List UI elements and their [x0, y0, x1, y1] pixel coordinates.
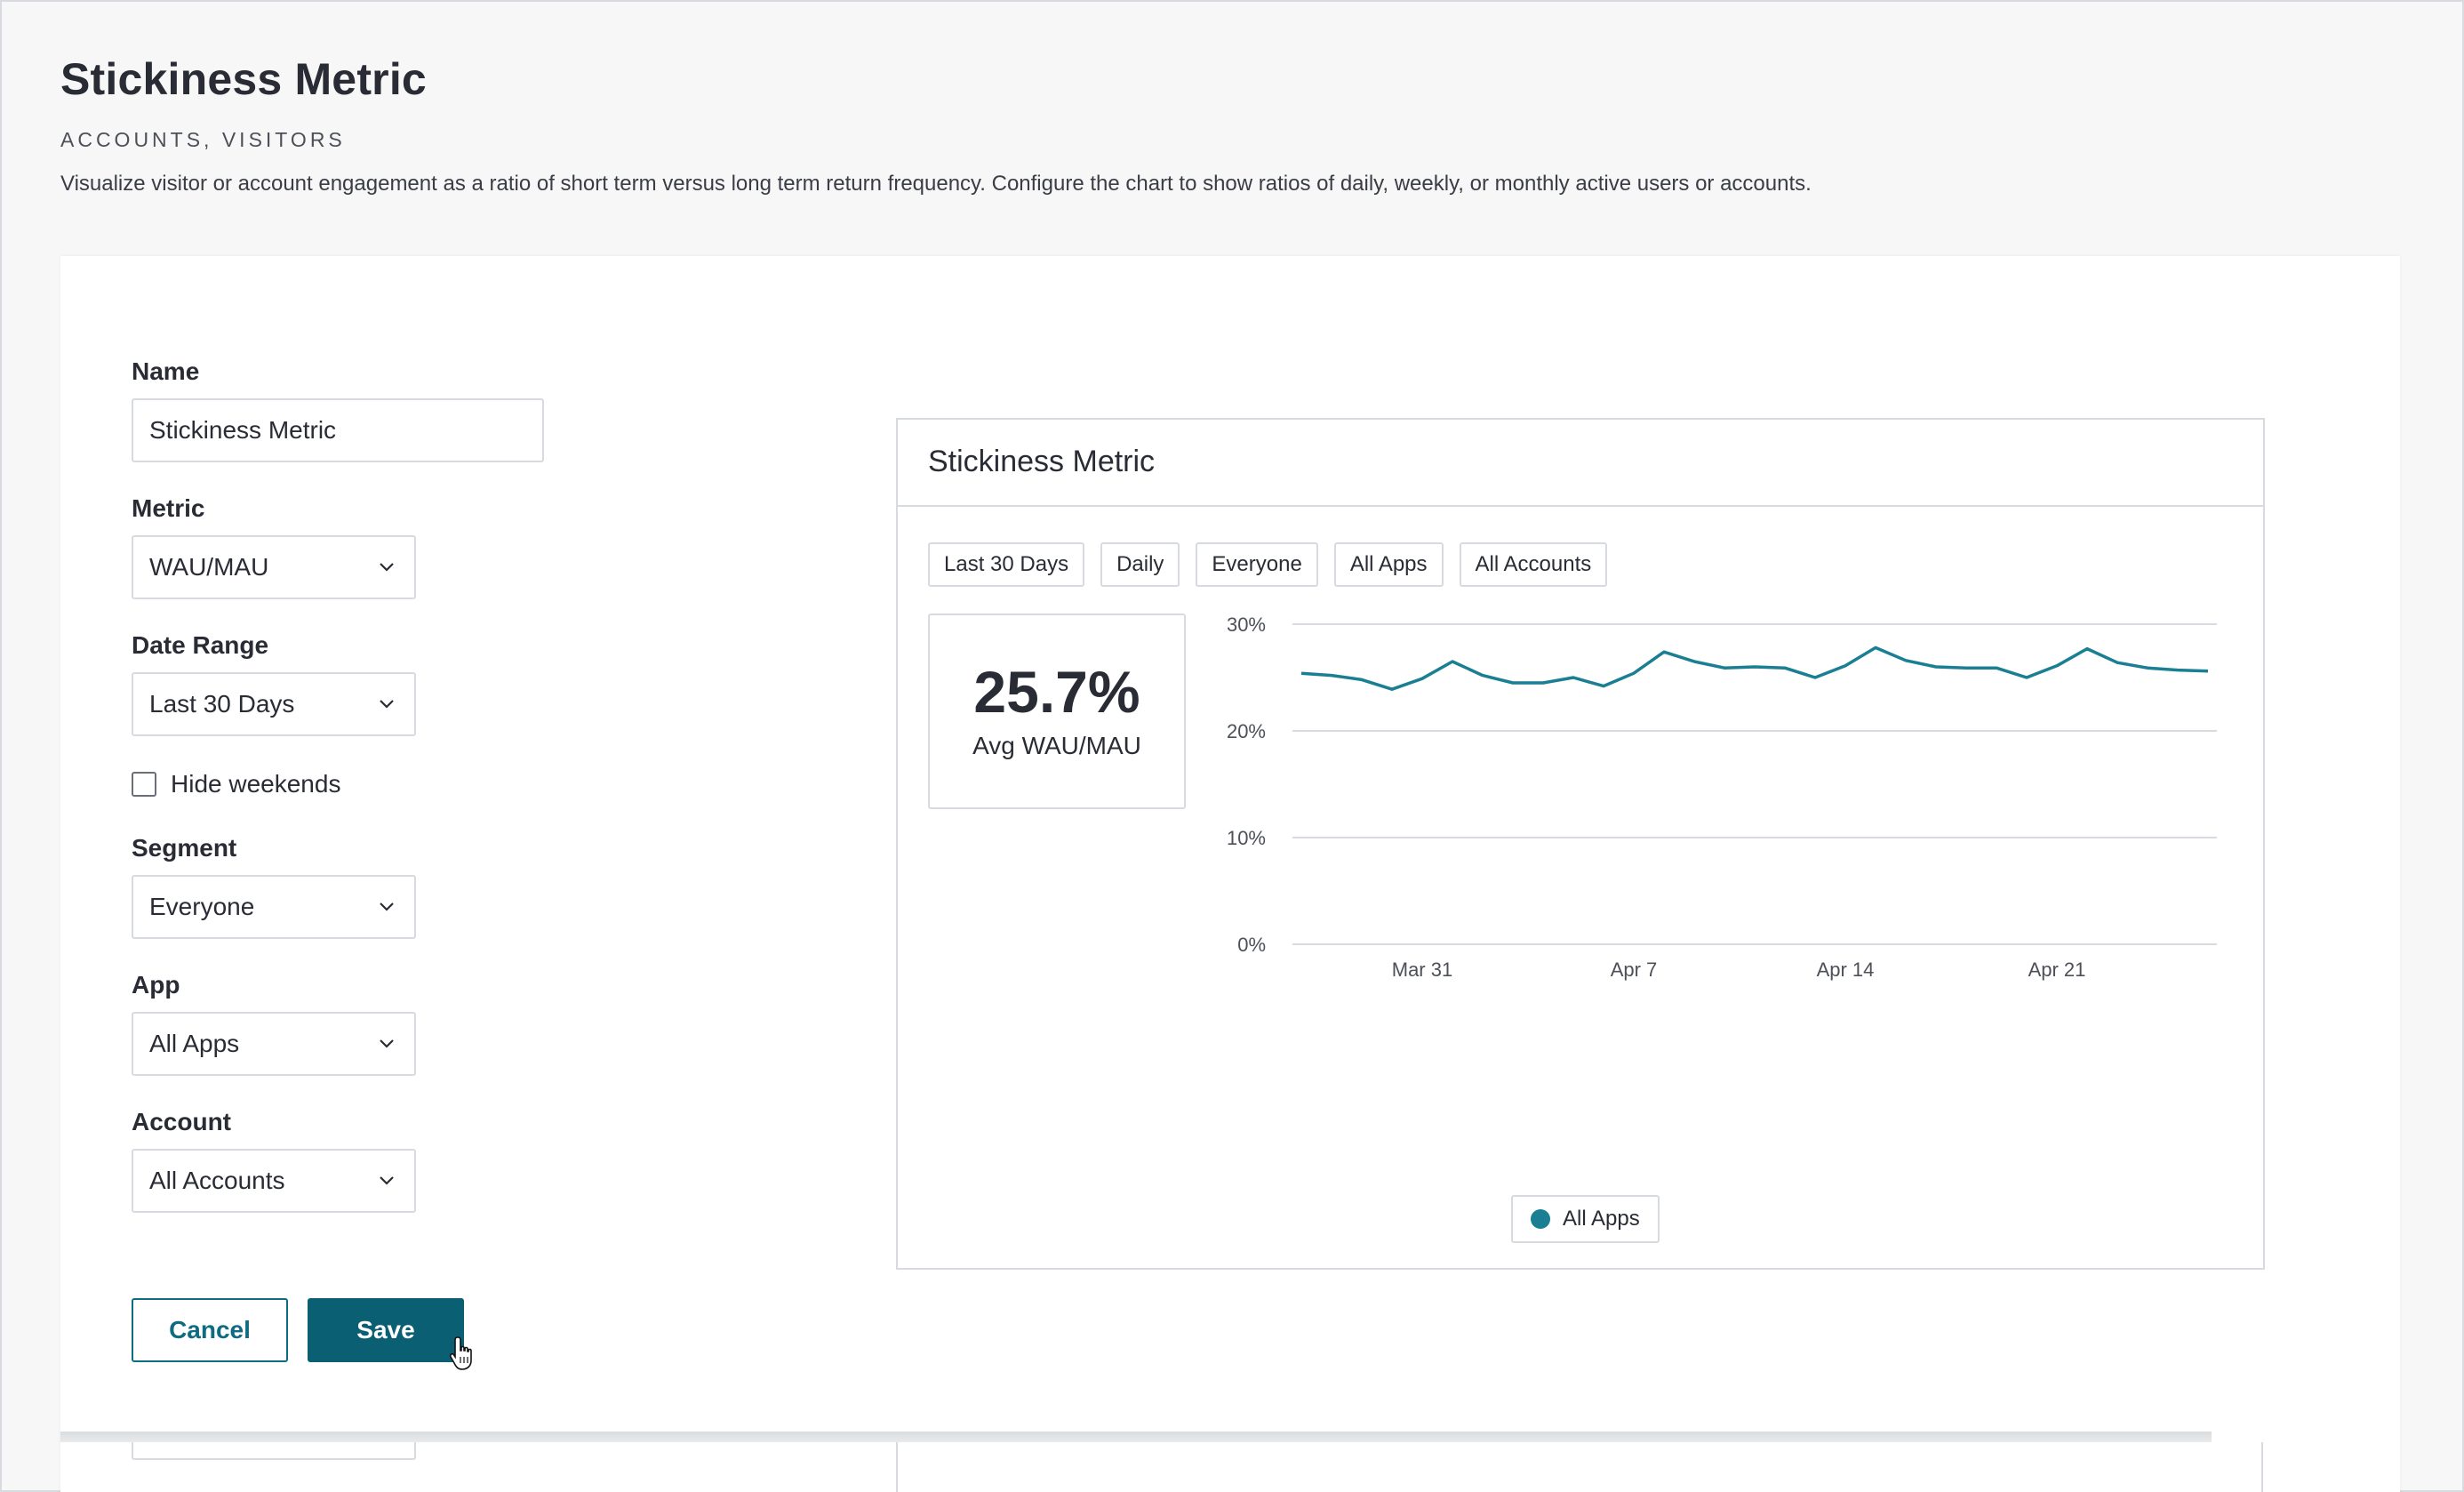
account-select[interactable]: All Accounts [132, 1149, 416, 1213]
preview-title: Stickiness Metric [928, 445, 1156, 478]
legend-swatch [1531, 1209, 1550, 1229]
segment-select-value: Everyone [149, 893, 255, 920]
filter-pill-app[interactable]: All Apps [1333, 542, 1444, 587]
chevron-down-icon [375, 1032, 398, 1055]
metric-select-value: WAU/MAU [149, 553, 269, 581]
x-tick-label: Apr 14 [1817, 959, 1875, 981]
chart-legend[interactable]: All Apps [1511, 1195, 1660, 1243]
filter-pill-date[interactable]: Last 30 Days [928, 542, 1085, 587]
hand-cursor-icon [449, 1336, 476, 1376]
kpi-card: 25.7% Avg WAU/MAU [928, 614, 1186, 809]
date-range-select[interactable]: Last 30 Days [132, 672, 416, 736]
panel-edge [896, 1442, 898, 1492]
filter-pill-account[interactable]: All Accounts [1459, 542, 1608, 587]
panel-divider [60, 1432, 2212, 1442]
y-tick-label: 0% [1237, 934, 1266, 956]
account-label: Account [132, 1108, 231, 1135]
chevron-down-icon [375, 895, 398, 918]
name-input[interactable] [132, 398, 544, 462]
chevron-down-icon [375, 693, 398, 716]
kpi-label: Avg WAU/MAU [972, 732, 1141, 759]
y-tick-label: 10% [1227, 827, 1266, 849]
segment-select[interactable]: Everyone [132, 875, 416, 939]
hide-weekends-option[interactable]: Hide weekends [132, 768, 340, 800]
chevron-down-icon [375, 1169, 398, 1192]
series-line-all-apps [1300, 646, 2209, 691]
preview-panel: Stickiness Metric Last 30 Days Daily Eve… [896, 418, 2265, 1270]
name-label: Name [132, 357, 200, 385]
filter-pills: Last 30 Days Daily Everyone All Apps All… [928, 542, 1608, 587]
hide-weekends-checkbox[interactable] [132, 772, 156, 797]
page-description: Visualize visitor or account engagement … [60, 172, 1812, 196]
cancel-button[interactable]: Cancel [132, 1298, 288, 1362]
panel-edge [2261, 1442, 2263, 1492]
date-range-label: Date Range [132, 631, 269, 659]
filter-pill-interval[interactable]: Daily [1100, 542, 1180, 587]
chevron-down-icon [375, 556, 398, 579]
kpi-value: 25.7% [973, 659, 1140, 725]
y-tick-label: 20% [1227, 720, 1266, 742]
filter-pill-segment[interactable]: Everyone [1196, 542, 1318, 587]
x-tick-label: Mar 31 [1392, 959, 1452, 981]
x-tick-label: Apr 21 [2028, 959, 2086, 981]
x-tick-label: Apr 7 [1611, 959, 1658, 981]
metric-label: Metric [132, 494, 205, 522]
app-label: App [132, 971, 180, 999]
app-select[interactable]: All Apps [132, 1012, 416, 1076]
app-select-value: All Apps [149, 1030, 240, 1057]
account-select-value: All Accounts [149, 1167, 285, 1194]
segment-label: Segment [132, 834, 237, 862]
date-range-select-value: Last 30 Days [149, 690, 295, 718]
partial-select [132, 1442, 416, 1460]
hide-weekends-label: Hide weekends [171, 770, 341, 798]
legend-label: All Apps [1563, 1207, 1640, 1231]
y-tick-label: 30% [1227, 614, 1266, 636]
line-chart: 30% 20% 10% 0% Mar 31 Apr 7 Apr 14 Apr 21 [1227, 614, 2217, 981]
save-button[interactable]: Save [308, 1298, 464, 1362]
page-title: Stickiness Metric [60, 54, 427, 104]
metric-select[interactable]: WAU/MAU [132, 535, 416, 599]
preview-header: Stickiness Metric [898, 420, 2263, 507]
page-subtitle: ACCOUNTS, VISITORS [60, 128, 346, 151]
